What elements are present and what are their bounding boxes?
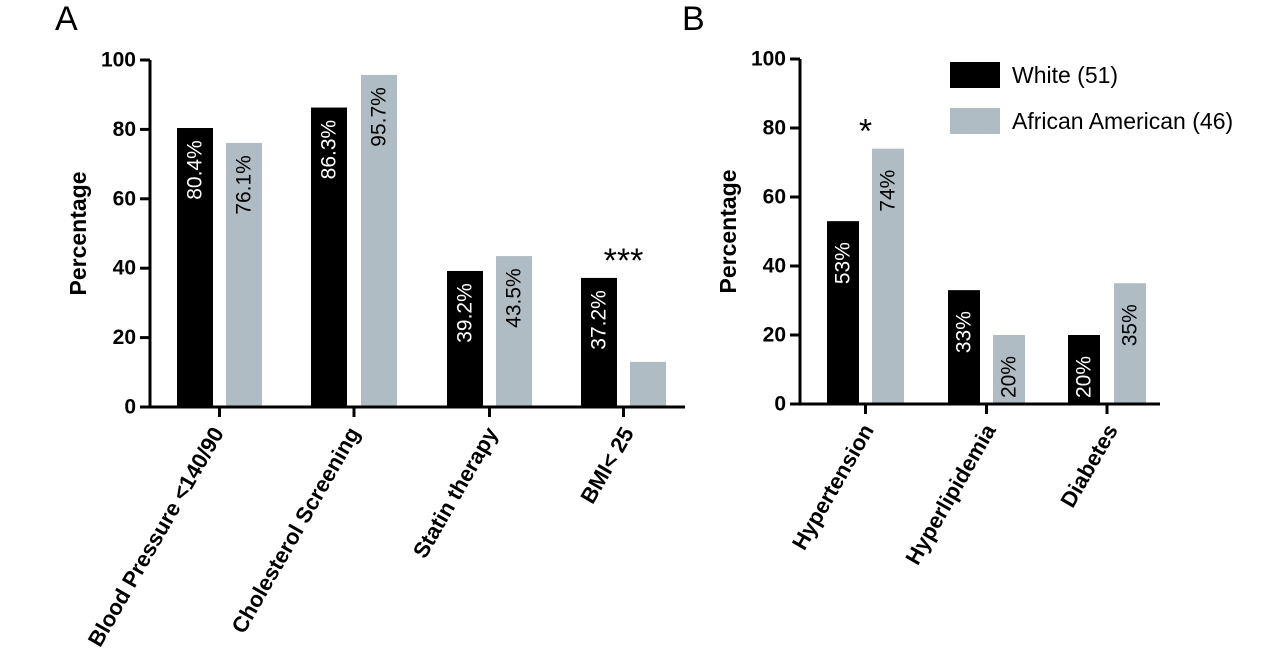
y-tick-label: 100	[101, 49, 136, 72]
y-tick-label: 60	[763, 186, 786, 209]
bar-white	[311, 107, 347, 407]
bar-african-american	[630, 361, 666, 407]
y-tick-label: 100	[751, 48, 786, 71]
bar-value-label: 86.3%	[318, 120, 341, 180]
y-tick-label: 0	[124, 396, 136, 419]
bar-value-label: 53%	[832, 242, 855, 284]
y-tick-label: 20	[113, 326, 136, 349]
category-label: Hyperlipidemia	[900, 419, 1001, 569]
bar-value-label: 95.7%	[368, 87, 391, 147]
bar-value-label: 33%	[953, 311, 976, 353]
panel-b-chart: B 53% 33% 20% 74% 20% 35% * 0 20 40 60 80 100 Hyperten…	[682, 0, 1160, 569]
bar-african-american	[496, 256, 532, 407]
bar-african-american	[1114, 283, 1146, 404]
y-tick-label: 0	[774, 393, 786, 416]
bar-value-label: 80.4%	[184, 140, 207, 200]
significance-marker: *	[859, 113, 872, 151]
category-label: Diabetes	[1055, 420, 1123, 512]
panel-letter: B	[682, 0, 705, 38]
bar-white	[447, 270, 483, 407]
bar-white	[1068, 335, 1100, 404]
bar-value-label: 39.2%	[454, 283, 477, 343]
y-tick-label: 40	[113, 257, 136, 280]
panel-a-chart: A 80.4% 86.3% 39.2% 37.2% 76.1% 95.7% 43.5% *** 0…	[55, 0, 685, 651]
bar-white	[177, 128, 213, 407]
legend-label: African American (46)	[1012, 108, 1233, 134]
bar-white	[948, 290, 980, 404]
bar-value-label: 20%	[998, 356, 1021, 398]
bar-value-label: 43.5%	[503, 268, 526, 328]
category-label: Cholesterol Screening	[226, 423, 364, 638]
y-tick-label: 80	[763, 117, 786, 140]
bar-value-label: 76.1%	[233, 155, 256, 215]
legend-swatch	[950, 108, 1000, 134]
significance-marker: ***	[604, 242, 644, 280]
bar-value-label: 74%	[877, 170, 900, 212]
y-tick-label: 80	[113, 118, 136, 141]
y-axis-title: Percentage	[715, 169, 741, 293]
bar-value-label: 35%	[1119, 304, 1142, 346]
category-label: BMI< 25	[575, 423, 639, 508]
bar-african-american	[226, 142, 262, 408]
bar-value-label: 37.2%	[588, 290, 611, 350]
y-axis-title: Percentage	[65, 171, 91, 295]
bar-white	[827, 221, 859, 404]
y-tick-label: 20	[763, 324, 786, 347]
legend-label: White (51)	[1012, 62, 1118, 88]
panel-letter: A	[55, 0, 78, 38]
bar-white	[581, 277, 617, 407]
legend: White (51) African American (46)	[950, 62, 1233, 134]
category-label: Statin therapy	[408, 422, 503, 562]
y-tick-label: 60	[113, 187, 136, 210]
legend-swatch	[950, 62, 1000, 88]
y-tick-label: 40	[763, 255, 786, 278]
category-label: Blood Pressure <140/90	[83, 423, 229, 651]
bar-african-american	[361, 74, 397, 408]
bar-african-american	[993, 335, 1025, 404]
bar-african-american	[872, 148, 904, 404]
bar-value-label: 20%	[1073, 356, 1096, 398]
category-label: Hypertension	[787, 420, 879, 554]
